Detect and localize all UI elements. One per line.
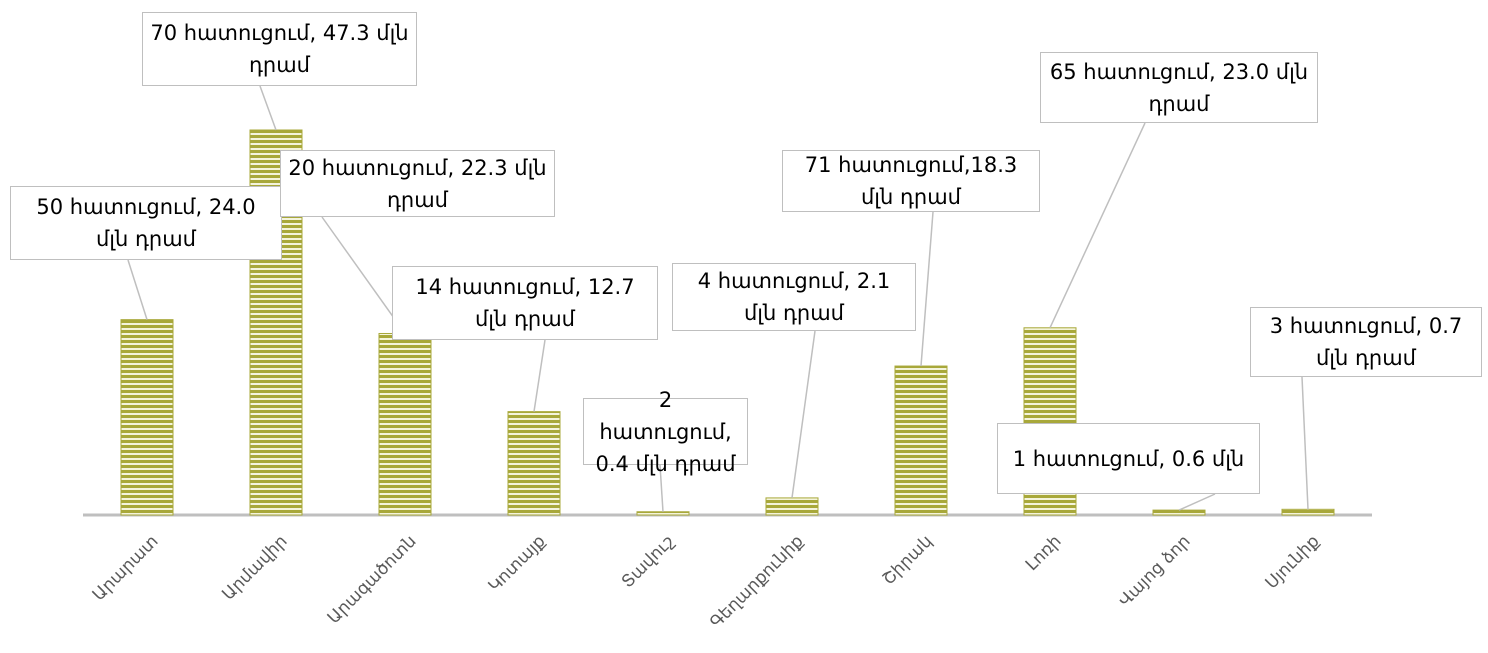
- bar: [120, 319, 174, 516]
- x-tick-label: Արագածոտն: [324, 531, 421, 628]
- leader-line: [1049, 122, 1146, 329]
- bar: [1281, 508, 1335, 516]
- data-label: 20 հատուցում, 22.3 մլն դրամ: [280, 150, 555, 217]
- data-label: 3 հատուցում, 0.7 մլն դրամ: [1250, 307, 1482, 377]
- leader-line: [659, 464, 664, 512]
- bar: [894, 365, 948, 516]
- bar: [765, 497, 819, 516]
- data-label: 2 հատուցում, 0.4 մլն դրամ: [583, 388, 748, 476]
- leader-line: [1178, 493, 1216, 511]
- x-tick-label: Վայոց ձոր: [1115, 531, 1195, 611]
- data-label: 1 հատուցում, 0.6 մլն: [997, 423, 1260, 494]
- x-tick-label: Սյունիք: [1262, 531, 1324, 593]
- x-tick-label: Լոռի: [1022, 531, 1066, 575]
- data-label: 14 հատուցում, 12.7 մլն դրամ: [392, 266, 658, 340]
- data-label: 50 հատուցում, 24.0 մլն դրամ: [10, 186, 282, 260]
- leader-line: [533, 339, 546, 412]
- data-label: 65 հատուցում, 23.0 մլն դրամ: [1040, 52, 1318, 123]
- leader-line: [791, 330, 816, 499]
- x-tick-label: Արարատ: [89, 531, 163, 605]
- data-label: 71 հատուցում,18.3 մլն դրամ: [782, 150, 1040, 212]
- x-tick-label: Արմավիր: [218, 531, 291, 604]
- data-label: 70 հատուցում, 47.3 մլն դրամ: [142, 12, 417, 86]
- leader-line: [920, 211, 934, 367]
- x-tick-label: Կոտայք: [485, 531, 550, 596]
- bar: [1152, 509, 1206, 516]
- bar: [507, 411, 561, 516]
- bar: [378, 332, 432, 516]
- data-label: 4 հատուցում, 2.1 մլն դրամ: [672, 263, 916, 331]
- leader-line: [1301, 376, 1309, 510]
- leader-line: [127, 259, 148, 320]
- x-tick-label: Գեղարքունիք: [706, 531, 807, 632]
- leader-line: [321, 216, 406, 334]
- leader-line: [259, 85, 277, 131]
- bar: [636, 511, 690, 516]
- x-tick-label: Շիրակ: [879, 531, 937, 589]
- x-tick-label: Տավուշ: [618, 531, 679, 592]
